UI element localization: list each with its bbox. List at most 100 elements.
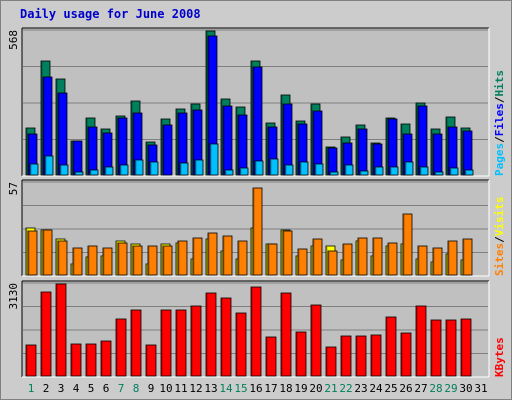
bar-pages bbox=[449, 167, 459, 176]
bar-sites bbox=[252, 187, 263, 276]
bar-sites bbox=[312, 238, 323, 276]
bar-pages bbox=[269, 158, 279, 176]
bar-sites bbox=[222, 235, 233, 276]
bar-pages bbox=[434, 171, 444, 176]
bar-kbytes bbox=[310, 304, 322, 377]
bar-sites bbox=[57, 240, 68, 276]
x-tick-label: 7 bbox=[118, 382, 125, 395]
legend-files: Files bbox=[493, 103, 506, 136]
bar-pages bbox=[389, 166, 399, 176]
x-tick-label: 9 bbox=[148, 382, 155, 395]
bar-sites bbox=[177, 240, 188, 276]
bar-pages bbox=[224, 169, 234, 176]
x-tick-label: 2 bbox=[43, 382, 50, 395]
bar-sites bbox=[42, 229, 53, 276]
x-tick-label: 14 bbox=[219, 382, 233, 395]
bar-sites bbox=[342, 243, 353, 276]
bar-pages bbox=[194, 159, 204, 176]
legend-sites: Sites bbox=[493, 243, 506, 276]
bar-pages bbox=[314, 163, 324, 176]
bar-sites bbox=[87, 245, 98, 276]
bar-sites bbox=[267, 243, 278, 276]
bar-sites bbox=[147, 245, 158, 276]
bar-kbytes bbox=[415, 305, 427, 377]
x-tick-label: 15 bbox=[234, 382, 247, 395]
legend-separator: / bbox=[493, 96, 506, 103]
bar-sites bbox=[462, 238, 473, 276]
bar-kbytes bbox=[340, 335, 352, 377]
bar-pages bbox=[209, 143, 219, 176]
bar-pages bbox=[179, 162, 189, 176]
bar-sites bbox=[207, 232, 218, 276]
bar-kbytes bbox=[235, 312, 247, 377]
panel-kbytes: 3130 KBytes bbox=[7, 280, 506, 378]
bar-sites bbox=[372, 237, 383, 276]
bar-sites bbox=[117, 242, 128, 276]
x-axis-labels: 1 2 3 4 5 6 7 8 9 10 11 12 13 14 15 16 17 18 19 20 21 22 23 24 2… bbox=[28, 382, 488, 395]
bar-kbytes bbox=[40, 291, 52, 377]
chart-title: Daily usage for June 2008 bbox=[20, 7, 201, 21]
bar-kbytes bbox=[175, 309, 187, 377]
x-tick-label: 6 bbox=[103, 382, 110, 395]
bar-kbytes bbox=[280, 292, 292, 377]
bar-pages bbox=[89, 169, 99, 176]
bar-pages bbox=[149, 161, 159, 176]
bar-kbytes bbox=[220, 297, 232, 377]
x-tick-label: 29 bbox=[444, 382, 457, 395]
bar-kbytes bbox=[25, 344, 37, 377]
bar-kbytes bbox=[100, 340, 112, 377]
bar-sites bbox=[102, 247, 113, 276]
bar-sites bbox=[357, 237, 368, 276]
bar-pages bbox=[44, 155, 54, 176]
x-tick-label: 4 bbox=[73, 382, 80, 395]
bar-pages bbox=[284, 164, 294, 176]
bar-kbytes bbox=[55, 283, 67, 377]
bar-sites bbox=[297, 248, 308, 276]
bar-kbytes bbox=[445, 319, 457, 377]
bar-kbytes bbox=[400, 332, 412, 377]
bar-sites bbox=[27, 230, 38, 276]
legend: Sites/Visits bbox=[493, 197, 506, 277]
bar-sites bbox=[132, 245, 143, 276]
bar-pages bbox=[359, 170, 369, 176]
x-tick-label: 28 bbox=[429, 382, 442, 395]
legend-hits: Hits bbox=[493, 70, 506, 97]
bar-kbytes bbox=[85, 343, 97, 377]
x-tick-label: 5 bbox=[88, 382, 95, 395]
x-tick-label: 26 bbox=[399, 382, 412, 395]
bar-kbytes bbox=[430, 319, 442, 377]
legend-kbytes: KBytes bbox=[493, 337, 506, 377]
bar-sites bbox=[162, 245, 173, 276]
x-tick-label: 31 bbox=[474, 382, 487, 395]
bar-pages bbox=[404, 161, 414, 176]
legend: KBytes bbox=[493, 337, 506, 377]
x-tick-label: 18 bbox=[279, 382, 292, 395]
bar-pages bbox=[464, 169, 474, 176]
bar-files bbox=[162, 124, 173, 176]
bar-kbytes bbox=[385, 316, 397, 377]
bar-pages bbox=[374, 166, 384, 176]
bar-kbytes bbox=[205, 292, 217, 377]
bar-pages bbox=[239, 167, 249, 176]
legend-separator: / bbox=[493, 236, 506, 243]
x-tick-label: 12 bbox=[189, 382, 202, 395]
bar-pages bbox=[74, 171, 84, 176]
x-tick-label: 8 bbox=[133, 382, 140, 395]
bar-kbytes bbox=[370, 334, 382, 377]
legend-pages: Pages bbox=[493, 143, 506, 176]
x-tick-label: 3 bbox=[58, 382, 65, 395]
bar-pages bbox=[344, 164, 354, 176]
y-axis-max-label: 57 bbox=[7, 182, 20, 195]
bar-kbytes bbox=[325, 346, 337, 377]
bar-kbytes bbox=[295, 331, 307, 377]
x-tick-label: 27 bbox=[414, 382, 427, 395]
bar-kbytes bbox=[250, 286, 262, 377]
bar-sites bbox=[72, 247, 83, 276]
bar-sites bbox=[237, 240, 248, 276]
bar-pages bbox=[419, 166, 429, 176]
bar-pages bbox=[299, 161, 309, 176]
y-axis-max-label: 568 bbox=[7, 30, 20, 50]
x-tick-label: 11 bbox=[174, 382, 187, 395]
bar-kbytes bbox=[130, 309, 142, 377]
